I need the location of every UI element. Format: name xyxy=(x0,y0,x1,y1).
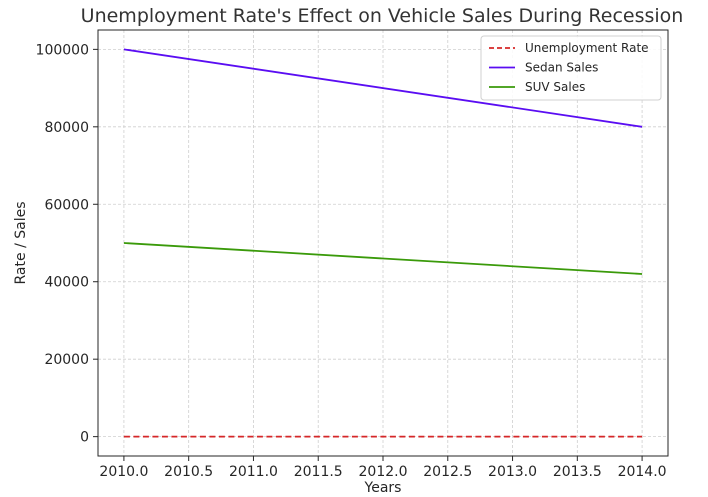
legend: Unemployment Rate Sedan Sales SUV Sales xyxy=(480,35,662,101)
y-tick-label: 40000 xyxy=(44,275,89,291)
x-tick-label: 2011.0 xyxy=(229,464,278,480)
x-axis-title: Years xyxy=(364,480,402,496)
y-tick-label: 80000 xyxy=(44,120,89,136)
x-tick-label: 2013.0 xyxy=(488,464,537,480)
y-tick-label: 20000 xyxy=(44,352,89,368)
x-tick-label: 2013.5 xyxy=(553,464,602,480)
legend-label: SUV Sales xyxy=(525,80,585,94)
chart-title: Unemployment Rate's Effect on Vehicle Sa… xyxy=(81,5,684,27)
axis-ticks: 2010.0 2010.5 2011.0 2011.5 2012.0 2012.5 2013… xyxy=(36,42,667,480)
y-tick-label: 100000 xyxy=(36,42,89,58)
y-tick-label: 60000 xyxy=(44,197,89,213)
series-line-sedan-sales xyxy=(123,48,643,128)
x-tick-label: 2010.5 xyxy=(164,464,213,480)
y-tick-label: 0 xyxy=(80,430,89,446)
x-tick-label: 2011.5 xyxy=(294,464,343,480)
x-tick-label: 2010.0 xyxy=(99,464,148,480)
series-line-suv-sales xyxy=(123,242,643,275)
x-tick-label: 2014.0 xyxy=(618,464,667,480)
x-tick-label: 2012.5 xyxy=(423,464,472,480)
y-axis-title: Rate / Sales xyxy=(13,202,29,285)
series-lines xyxy=(123,48,643,438)
legend-label: Unemployment Rate xyxy=(525,41,649,55)
grid xyxy=(98,30,668,456)
legend-label: Sedan Sales xyxy=(525,61,598,75)
x-tick-label: 2012.0 xyxy=(359,464,408,480)
legend-box xyxy=(480,35,662,101)
